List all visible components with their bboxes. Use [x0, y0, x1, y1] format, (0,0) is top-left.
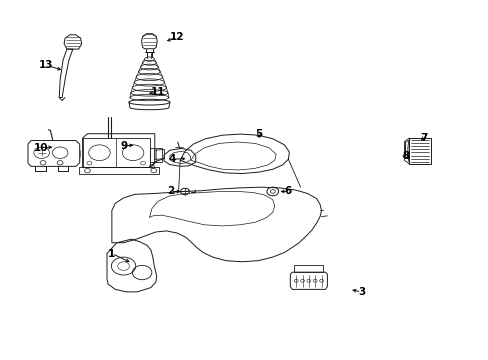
- Text: 6: 6: [284, 186, 291, 197]
- Text: 5: 5: [255, 129, 262, 139]
- Text: 10: 10: [33, 143, 48, 153]
- Text: 2: 2: [166, 186, 174, 197]
- Text: 11: 11: [150, 87, 164, 97]
- Text: 9: 9: [120, 141, 127, 151]
- Text: 3: 3: [357, 287, 365, 297]
- Text: 12: 12: [170, 32, 184, 42]
- Text: 1: 1: [108, 248, 115, 258]
- Text: 7: 7: [419, 133, 427, 143]
- Text: 4: 4: [168, 154, 176, 164]
- Text: 8: 8: [402, 150, 409, 161]
- Text: 13: 13: [39, 60, 54, 70]
